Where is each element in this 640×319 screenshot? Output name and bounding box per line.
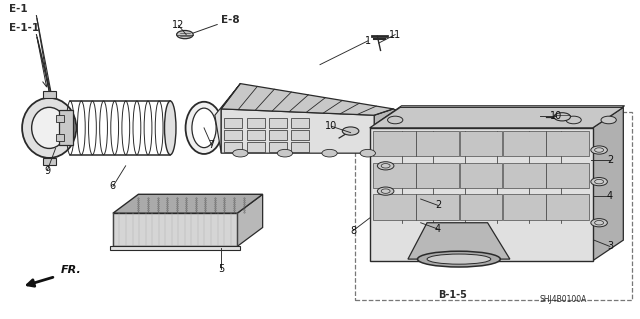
Ellipse shape (186, 102, 223, 154)
Bar (246, 118, 264, 128)
Bar (373, 194, 415, 219)
Bar (460, 163, 502, 188)
Polygon shape (370, 106, 625, 128)
Bar (503, 163, 545, 188)
Bar (460, 194, 502, 219)
Circle shape (595, 179, 604, 184)
Text: 11: 11 (389, 30, 401, 40)
Circle shape (595, 220, 604, 225)
Bar (269, 118, 287, 128)
Text: E-8: E-8 (221, 15, 240, 25)
Bar (416, 194, 459, 219)
Bar (373, 131, 415, 156)
Circle shape (388, 116, 403, 124)
Ellipse shape (31, 107, 67, 148)
Ellipse shape (417, 251, 500, 267)
Bar (56, 134, 64, 141)
Circle shape (322, 149, 337, 157)
Polygon shape (237, 194, 262, 247)
Circle shape (595, 148, 604, 152)
Text: SHJ4B0100A: SHJ4B0100A (540, 295, 588, 304)
Polygon shape (221, 109, 374, 153)
Bar (113, 213, 237, 247)
Bar (373, 163, 415, 188)
Circle shape (554, 113, 570, 121)
Bar (291, 130, 309, 140)
Text: 2: 2 (607, 154, 613, 165)
Circle shape (591, 219, 607, 227)
Text: E-1-1: E-1-1 (9, 23, 39, 33)
Polygon shape (113, 194, 262, 213)
Bar (225, 118, 243, 128)
Text: 4: 4 (607, 191, 613, 201)
Text: 10: 10 (325, 121, 337, 131)
Text: 5: 5 (218, 263, 225, 274)
Bar (225, 142, 243, 152)
Circle shape (601, 116, 616, 124)
Text: E-1: E-1 (9, 4, 28, 14)
Bar (109, 246, 241, 250)
Text: 12: 12 (172, 20, 185, 30)
Bar (246, 142, 264, 152)
Bar (246, 130, 264, 140)
Text: 6: 6 (110, 182, 116, 191)
Circle shape (177, 31, 193, 39)
Bar (269, 130, 287, 140)
Polygon shape (221, 84, 394, 115)
Polygon shape (215, 84, 241, 153)
Text: 2: 2 (435, 200, 441, 210)
Circle shape (233, 149, 248, 157)
Bar (59, 110, 73, 145)
Circle shape (381, 164, 390, 168)
Text: 9: 9 (44, 166, 51, 175)
Polygon shape (374, 109, 422, 153)
Bar (503, 131, 545, 156)
Circle shape (360, 149, 376, 157)
Bar (546, 131, 589, 156)
Circle shape (342, 127, 359, 135)
Text: FR.: FR. (61, 265, 81, 275)
Text: 7: 7 (209, 140, 215, 150)
Bar (460, 131, 502, 156)
Ellipse shape (192, 108, 216, 148)
Text: 1: 1 (365, 36, 371, 46)
Text: 3: 3 (607, 241, 613, 251)
Circle shape (591, 146, 607, 154)
Text: 8: 8 (350, 226, 356, 236)
Bar (546, 194, 589, 219)
Bar (56, 115, 64, 122)
Bar (291, 142, 309, 152)
Bar (416, 131, 459, 156)
Circle shape (591, 178, 607, 186)
Text: 4: 4 (435, 224, 441, 234)
Bar (225, 130, 243, 140)
Polygon shape (408, 223, 510, 259)
Bar (43, 91, 56, 98)
Bar (370, 128, 593, 261)
Bar (503, 194, 545, 219)
Polygon shape (370, 107, 623, 128)
Text: B-1-5: B-1-5 (438, 290, 467, 300)
Bar (43, 158, 56, 165)
Ellipse shape (22, 98, 76, 158)
Polygon shape (593, 107, 623, 261)
Bar (269, 142, 287, 152)
Circle shape (381, 189, 390, 193)
Ellipse shape (427, 254, 491, 264)
Ellipse shape (164, 101, 176, 155)
Bar (416, 163, 459, 188)
Circle shape (566, 116, 581, 124)
Text: 10: 10 (550, 111, 562, 121)
Bar (291, 118, 309, 128)
Circle shape (378, 162, 394, 170)
Circle shape (277, 149, 292, 157)
Bar (546, 163, 589, 188)
Bar (355, 112, 632, 300)
Circle shape (378, 187, 394, 195)
